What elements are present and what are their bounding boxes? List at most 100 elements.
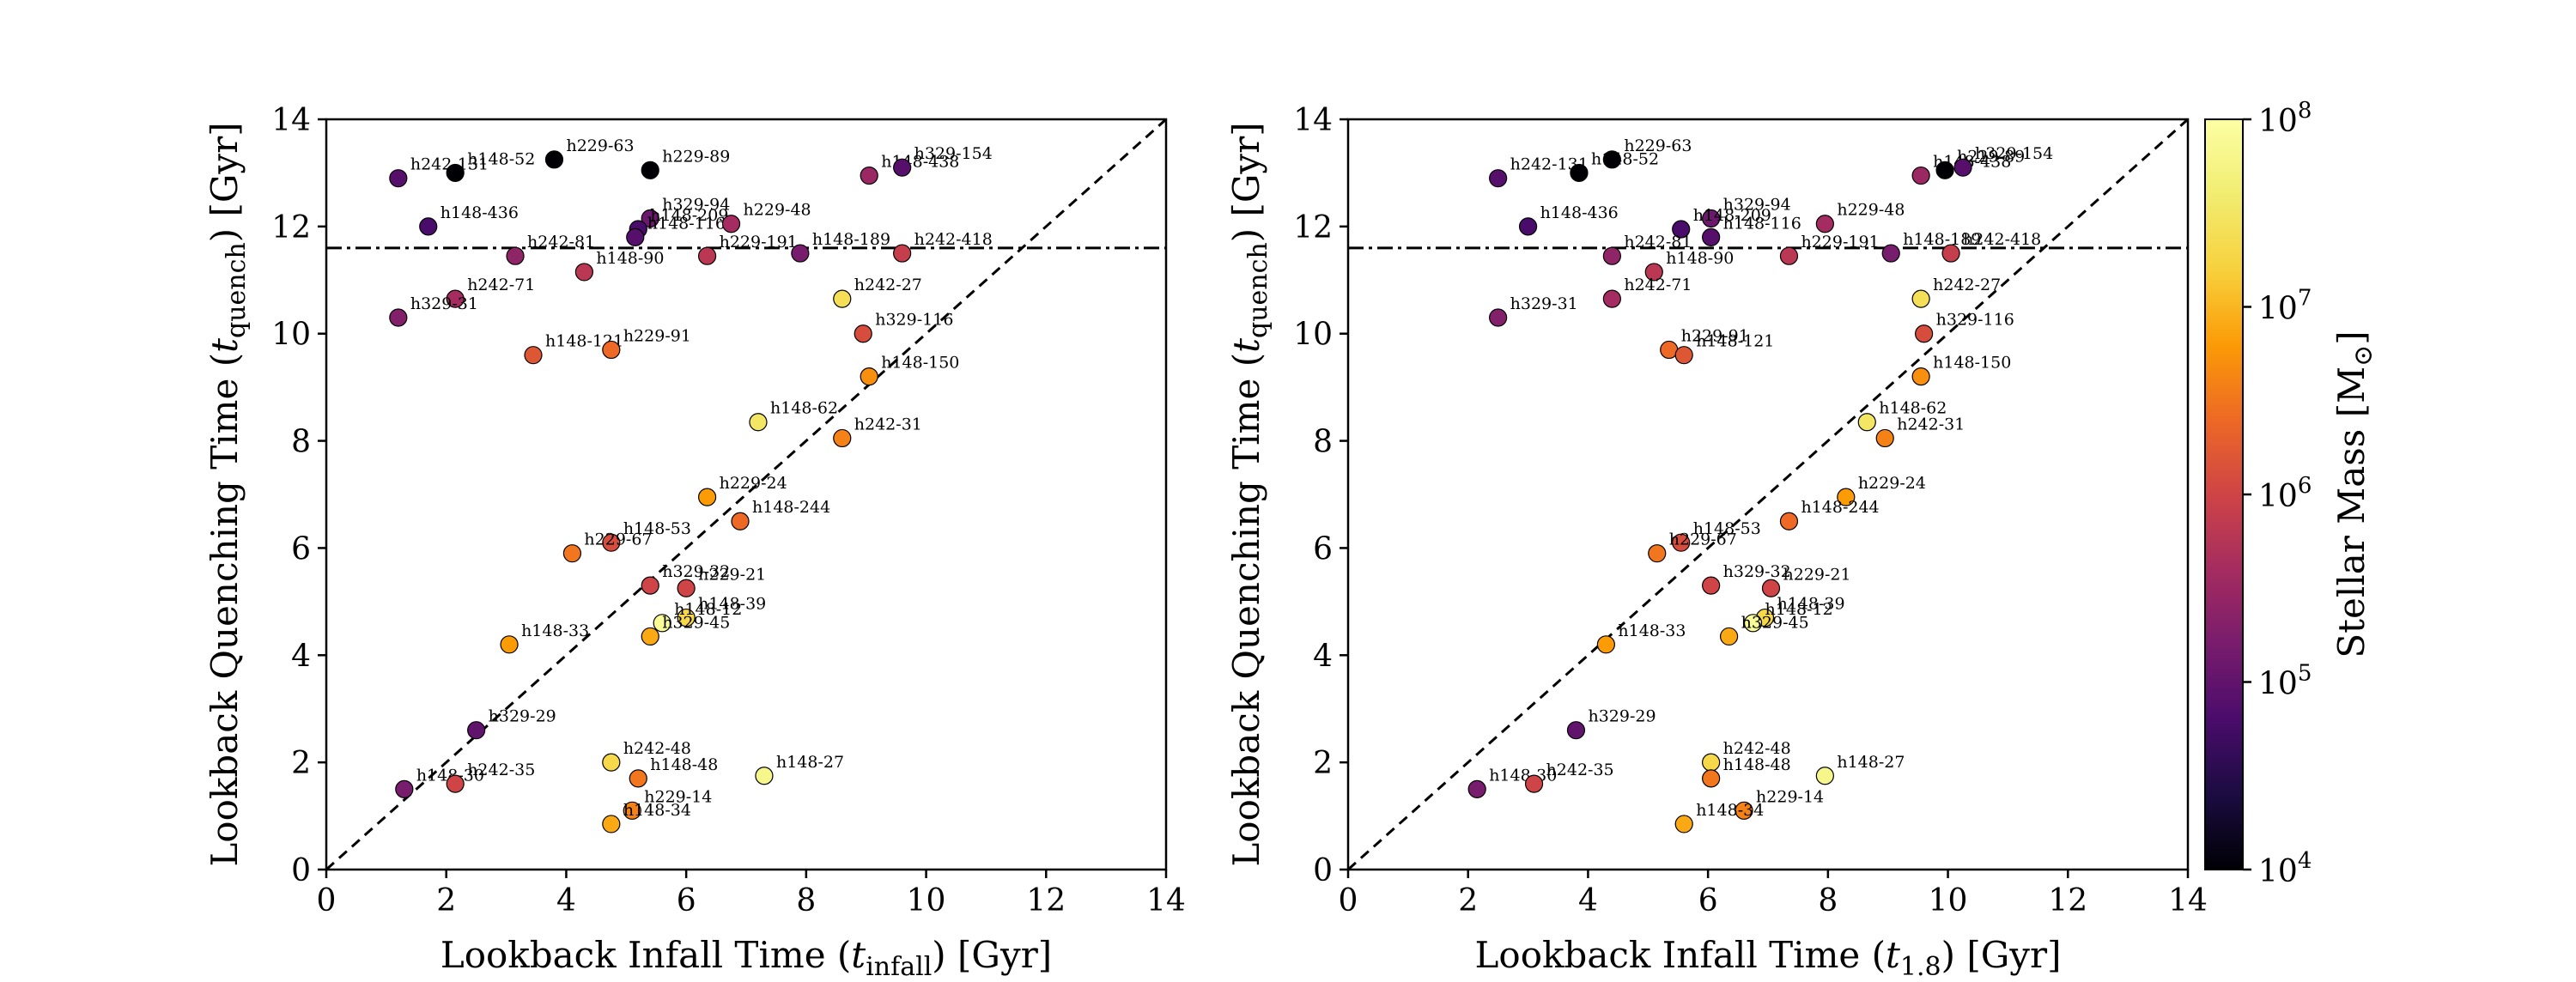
right-point	[1857, 413, 1876, 432]
right-point	[1702, 209, 1721, 228]
right-point-label: h242-131	[1510, 155, 1589, 174]
left-point	[389, 169, 408, 188]
right-point	[1881, 244, 1900, 263]
left-point	[833, 289, 852, 308]
right-point	[1570, 163, 1589, 183]
left-point-label: h148-209	[650, 206, 728, 225]
left-point-label: h229-14	[644, 787, 712, 806]
left-point-label: h229-67	[584, 530, 652, 549]
right-point	[1815, 215, 1834, 233]
left-x-tick-label: 10	[907, 883, 946, 918]
left-point	[506, 246, 525, 265]
right-point-label: h148-189	[1903, 230, 1981, 249]
left-point-label: h329-94	[662, 195, 730, 214]
left-point-label: h329-31	[410, 294, 478, 313]
right-point-label: h148-53	[1693, 519, 1761, 538]
right-point-label: h229-48	[1837, 201, 1905, 220]
left-point-label: h148-62	[770, 399, 838, 418]
right-point-label: h148-116	[1723, 214, 1801, 233]
right-point-label: h148-33	[1618, 621, 1686, 640]
left-point-label: h242-418	[914, 230, 993, 249]
colorbar-tick-label: 104	[2258, 848, 2312, 889]
right-point	[1837, 488, 1856, 506]
left-point	[446, 163, 465, 183]
left-point-label: h229-21	[698, 565, 766, 584]
right-point	[1935, 161, 1954, 179]
left-point	[544, 150, 564, 169]
left-point-label: h229-91	[623, 326, 691, 345]
left-point-label: h242-71	[467, 276, 535, 294]
right-point-label: h242-35	[1546, 761, 1614, 779]
left-point	[623, 801, 641, 820]
left-point	[446, 289, 465, 308]
right-point	[1672, 533, 1691, 552]
right-point-label: h229-91	[1681, 326, 1749, 345]
right-point	[1602, 150, 1621, 169]
left-point	[602, 533, 621, 552]
left-point-label: h242-27	[854, 276, 922, 294]
left-point	[574, 263, 593, 282]
colorbar: 104 105 106 107 108 Stellar Mass [M⊙]	[2204, 98, 2379, 889]
right-point	[1596, 635, 1615, 654]
left-point	[389, 308, 408, 327]
right-y-tick-label: 12	[1293, 210, 1333, 246]
left-point-label: h242-48	[623, 739, 691, 758]
left-point-label: h229-89	[662, 147, 730, 166]
left-point	[419, 217, 438, 236]
right-point-label: h329-32	[1723, 562, 1791, 581]
left-point-label: h329-29	[489, 707, 556, 726]
left-point	[697, 488, 717, 506]
right-point-label: h329-94	[1723, 195, 1791, 214]
right-point	[1602, 289, 1621, 308]
right-point-label: h329-45	[1741, 613, 1809, 632]
left-y-tick-label: 10	[271, 318, 311, 353]
left-point	[860, 367, 878, 386]
left-x-tick-label: 6	[677, 883, 696, 918]
right-point-label: h242-418	[1963, 230, 2041, 249]
right-point	[1602, 246, 1621, 265]
right-point	[1467, 779, 1486, 798]
right-point-label: h148-90	[1666, 249, 1734, 268]
left-point-label: h329-32	[662, 562, 730, 581]
right-point	[1702, 769, 1721, 788]
left-point-label: h148-189	[812, 230, 890, 249]
right-point	[1761, 579, 1781, 597]
right-point-label: h229-191	[1801, 233, 1879, 252]
left-point-label: h329-45	[662, 613, 730, 632]
left-point-label: h329-154	[914, 144, 993, 163]
right-point-label: h329-116	[1936, 311, 2014, 330]
right-point-label: h148-39	[1777, 595, 1845, 614]
left-ticks: 0 2 4 6 8 10 12 14 0 2 4 6 8 10 12 14	[271, 103, 1186, 918]
left-y-tick-label: 12	[271, 210, 311, 246]
left-point	[395, 779, 414, 798]
right-point-label: h329-31	[1510, 294, 1578, 313]
right-y-tick-label: 14	[1293, 103, 1333, 138]
right-x-axis-label: Lookback Infall Time (t1.8) [Gyr]	[1475, 934, 2062, 979]
left-plot-frame	[325, 118, 1168, 871]
left-x-tick-label: 4	[556, 883, 576, 918]
left-point-label: h229-48	[744, 201, 811, 220]
left-point-label: h148-53	[623, 519, 691, 538]
right-x-tick-label: 6	[1698, 883, 1718, 918]
right-x-tick-label: 4	[1578, 883, 1598, 918]
right-point	[1524, 774, 1544, 793]
right-point	[1648, 544, 1667, 563]
right-point	[1953, 158, 1972, 177]
right-point-label: h229-21	[1783, 565, 1850, 584]
left-point-label: h148-116	[647, 214, 726, 233]
right-point-label: h229-67	[1669, 530, 1737, 549]
left-x-tick-label: 12	[1026, 883, 1066, 918]
left-point	[467, 721, 486, 740]
right-point-label: h148-27	[1837, 753, 1905, 772]
right-point	[1702, 753, 1721, 772]
right-point-label: h242-27	[1933, 276, 2001, 294]
left-point-label: h148-48	[650, 755, 718, 774]
right-point-label: h229-24	[1858, 474, 1926, 493]
right-x-tick-label: 14	[2168, 883, 2208, 918]
colorbar-tick-label: 105	[2258, 661, 2312, 702]
left-point	[860, 166, 878, 185]
colorbar-label: Stellar Mass [M⊙]	[2330, 330, 2379, 658]
left-one-to-one-line	[325, 118, 1167, 871]
